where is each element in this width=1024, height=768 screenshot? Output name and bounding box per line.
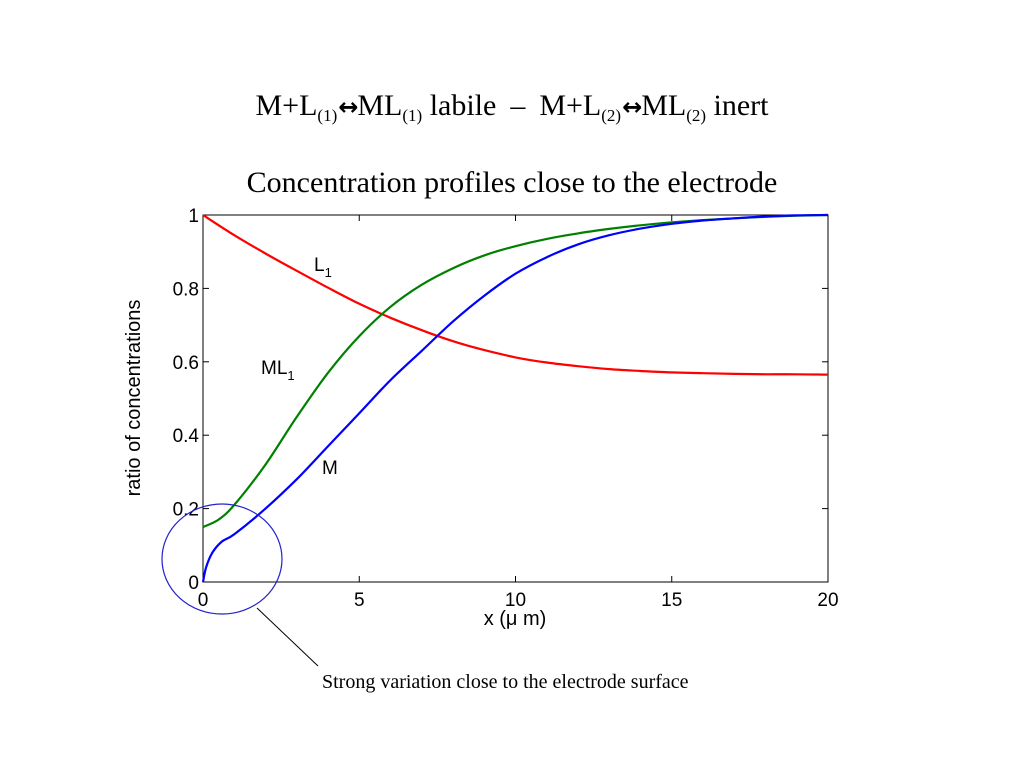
chart-title: Concentration profiles close to the elec… [246, 166, 778, 199]
double-arrow-icon: ↔ [622, 93, 642, 121]
reaction-ml1: ML [357, 89, 403, 122]
series-lines [201, 213, 829, 583]
series-line-m [201, 213, 829, 583]
series-line-l1 [202, 214, 829, 376]
y-tick-label: 0.4 [173, 426, 200, 447]
reaction-inert: inert [713, 89, 769, 122]
reaction-labile: labile [429, 89, 497, 122]
reaction-title: M+L(1)↔ML(1) labile – M+L(2)↔ML(2) inert [0, 86, 1024, 127]
series-label-ml1: ML1 [261, 358, 295, 383]
reaction-ml2: ML [641, 89, 687, 122]
series-label-l1: L1 [314, 255, 332, 280]
x-tick-label: 20 [817, 590, 838, 611]
reaction-sub-3: (2) [601, 106, 622, 125]
tick-marks [202, 214, 829, 583]
x-tick-label: 0 [198, 590, 209, 611]
reaction-sub-4: (2) [686, 106, 707, 125]
reaction-sub-1: (1) [317, 106, 338, 125]
reaction-m-plus-l1: M+L [255, 89, 318, 122]
reaction-m-plus-l2: M+L [539, 89, 602, 122]
series-label-m: M [322, 458, 338, 479]
y-axis-label: ratio of concentrations [123, 300, 145, 497]
y-tick-label: 0.8 [173, 279, 199, 300]
highlight-circle [161, 503, 283, 615]
tick-labels: 0 5 10 15 20 0 0.2 0.4 0.6 0.8 1 [173, 206, 839, 611]
x-tick-label: 5 [354, 590, 365, 611]
callout-annotation: Strong variation close to the electrode … [322, 671, 689, 693]
callout-line [256, 607, 319, 667]
double-arrow-icon: ↔ [338, 93, 358, 121]
y-tick-label: 1 [188, 206, 199, 227]
x-tick-label: 10 [505, 590, 526, 611]
x-tick-label: 15 [661, 590, 682, 611]
reaction-sub-2: (1) [402, 106, 423, 125]
y-tick-label: 0.2 [173, 500, 199, 521]
x-axis-label: x (μ m) [484, 608, 547, 630]
reaction-dash: – [510, 89, 526, 122]
y-tick-label: 0.6 [173, 353, 199, 374]
y-tick-label: 0 [188, 573, 199, 594]
